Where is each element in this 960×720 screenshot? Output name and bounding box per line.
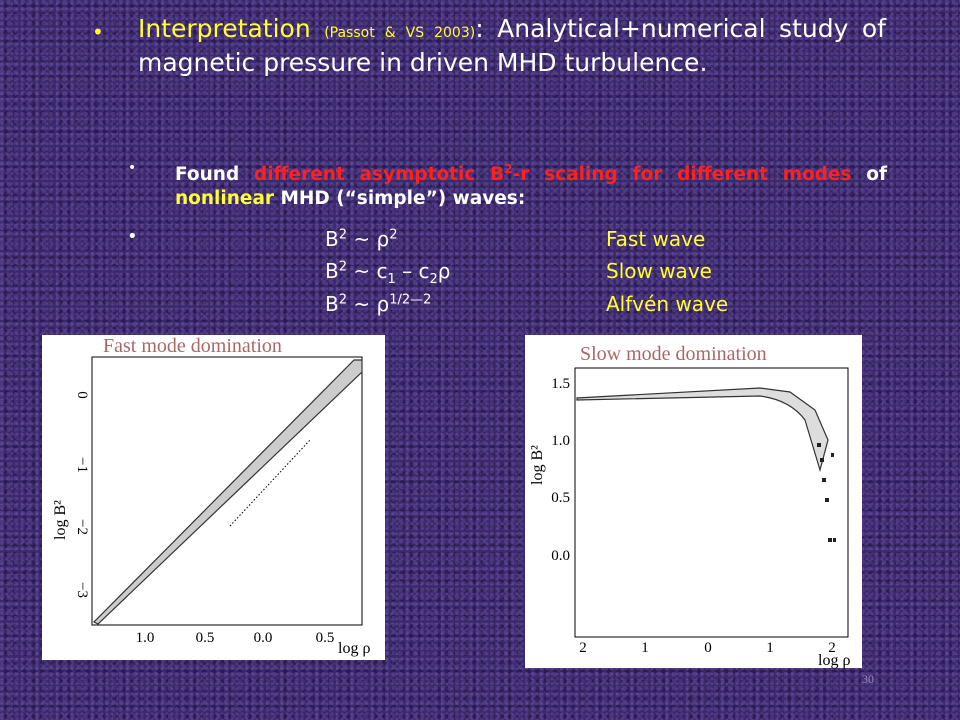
- t: 2: [338, 292, 348, 308]
- formula: B2 ~ ρ1/2—2: [325, 292, 431, 316]
- x-tick-label: 1: [641, 640, 649, 656]
- t: ρ: [376, 292, 390, 316]
- plot-title: Slow mode domination: [580, 343, 767, 365]
- t: 1/2—2: [389, 292, 432, 308]
- t: 2: [389, 227, 398, 243]
- y-tick-label: 1.5: [551, 376, 570, 392]
- y-tick-label: −3: [74, 582, 90, 598]
- text: MHD (“simple”) waves:: [274, 188, 526, 210]
- data-band: [576, 387, 829, 473]
- y-tick-label: 0.0: [551, 548, 570, 564]
- t: ρ: [437, 259, 451, 283]
- highlight: different asymptotic B: [253, 164, 505, 186]
- bullet: •: [127, 226, 138, 247]
- t: 2: [338, 259, 348, 275]
- data-band: [92, 359, 363, 625]
- plot-title: Fast mode domination: [103, 335, 282, 357]
- highlight: Interpretation: [138, 14, 311, 43]
- t: ~: [347, 227, 377, 251]
- y-tick-label: 0: [74, 391, 90, 399]
- formula: B2 ~ ρ2: [325, 227, 397, 251]
- mode: Slow wave: [606, 259, 712, 283]
- x-tick-label: 0.5: [316, 630, 335, 646]
- highlight: nonlinear: [175, 188, 275, 210]
- y-axis-label: log B²: [52, 500, 69, 540]
- text: Found: [175, 164, 254, 186]
- bullet: •: [92, 20, 104, 44]
- x-tick-label: 0.0: [254, 630, 273, 646]
- mode: Fast wave: [606, 227, 706, 251]
- t: B: [325, 292, 339, 316]
- t: B: [325, 259, 339, 283]
- text: : Analytical+numerical study of magnetic…: [138, 14, 886, 77]
- y-axis-label: log B²: [529, 445, 546, 485]
- x-tick-label: 1.0: [136, 630, 155, 646]
- mode: Alfvén wave: [606, 292, 729, 316]
- plot-frame: [91, 356, 363, 626]
- t: 2: [429, 272, 438, 287]
- x-tick-label: 2: [579, 640, 587, 656]
- t: ρ: [376, 227, 390, 251]
- citation: (Passot & VS 2003): [324, 25, 476, 41]
- y-tick-label: 0.5: [551, 490, 570, 506]
- x-tick-label: 0: [704, 640, 712, 656]
- t: 2: [338, 227, 348, 243]
- y-tick-label: 1.0: [551, 433, 570, 449]
- scatter-points: [817, 443, 836, 542]
- bullet-text: Interpretation (Passot & VS 2003): Analy…: [138, 14, 886, 77]
- x-axis-label: log ρ: [818, 652, 850, 669]
- x-tick-label: 0.5: [196, 630, 215, 646]
- plot-frame: [574, 367, 849, 638]
- t: ~: [347, 292, 377, 316]
- t: ~ c: [347, 259, 388, 283]
- x-tick-label: 2: [828, 640, 836, 656]
- t: – c: [395, 259, 430, 283]
- y-tick-label: −2: [74, 519, 90, 535]
- t: 1: [387, 272, 396, 287]
- t: B: [325, 227, 339, 251]
- bullet: •: [128, 160, 137, 176]
- x-axis-label: log ρ: [338, 640, 370, 657]
- formula: B2 ~ c1 – c2ρ: [325, 259, 450, 287]
- plot-panel: [525, 335, 862, 668]
- highlight: -r scaling for different modes: [512, 164, 852, 186]
- y-tick-label: −1: [74, 457, 90, 473]
- text: of: [851, 164, 888, 186]
- bullet-text: Found different asymptotic B2-r scaling …: [175, 157, 887, 211]
- page-number: 30: [862, 672, 874, 686]
- x-tick-label: 1: [766, 640, 774, 656]
- superscript: 2: [504, 162, 513, 176]
